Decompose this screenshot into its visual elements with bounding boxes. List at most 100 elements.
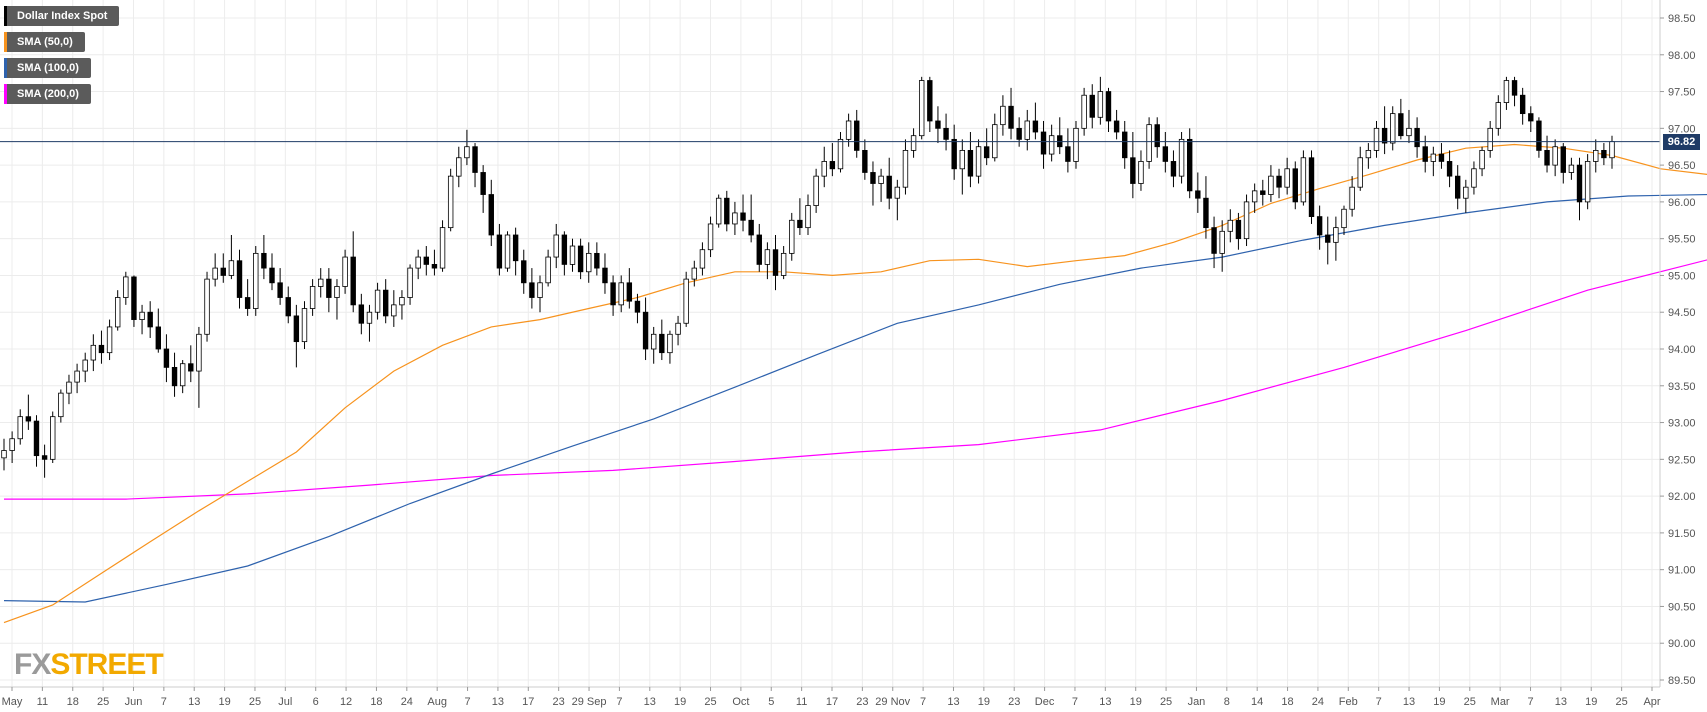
candle — [1032, 102, 1039, 140]
candle — [1048, 124, 1055, 162]
candle — [1341, 205, 1347, 235]
candle — [1560, 143, 1566, 184]
candle-body — [472, 146, 478, 173]
candle-body — [935, 120, 941, 129]
x-tick-label: 25 — [1616, 696, 1628, 708]
candle — [33, 415, 40, 467]
candle-body — [1089, 94, 1095, 118]
candle-body — [431, 264, 438, 269]
candle-body — [626, 282, 633, 302]
candle-body — [797, 219, 803, 229]
candle-body — [854, 120, 860, 151]
candle-body — [545, 256, 551, 284]
candle — [1235, 212, 1242, 250]
candle — [1122, 120, 1128, 169]
x-tick-label: 13 — [644, 696, 656, 708]
x-tick-label: Jun — [125, 696, 143, 708]
legend-label: SMA (100,0) — [17, 62, 79, 74]
legend-item-sma-50[interactable]: SMA (50,0) — [4, 32, 85, 52]
x-tick-label: 29 Nov — [875, 696, 910, 708]
candle-body — [74, 370, 80, 383]
candle — [496, 223, 503, 276]
candle-body — [1235, 219, 1242, 240]
candle — [301, 301, 308, 349]
candle — [1390, 106, 1396, 151]
candle — [1316, 205, 1323, 250]
candle — [1195, 172, 1201, 213]
candle — [577, 238, 584, 280]
candle-body — [683, 278, 689, 324]
candle-body — [496, 234, 503, 269]
candle-body — [1414, 127, 1420, 148]
candle-body — [983, 146, 990, 159]
candle-body — [1584, 161, 1591, 203]
candle-body — [1040, 131, 1047, 155]
candle — [196, 326, 202, 408]
x-tick-label: 14 — [1251, 696, 1263, 708]
candle-body — [1146, 124, 1152, 162]
candle — [975, 139, 982, 184]
candle — [1292, 161, 1298, 210]
x-tick-label: 25 — [1160, 696, 1172, 708]
candle-body — [870, 172, 876, 184]
candle — [740, 194, 746, 232]
candle-body — [1008, 105, 1014, 129]
candle-body — [106, 326, 113, 354]
candle-body — [1341, 208, 1347, 229]
sma-200-line — [4, 259, 1707, 500]
candle — [602, 253, 608, 294]
candle-body — [789, 219, 795, 254]
candle — [1203, 176, 1209, 239]
legend-item-sma-100[interactable]: SMA (100,0) — [4, 58, 91, 78]
candle-body — [1511, 80, 1518, 96]
candle — [683, 271, 689, 327]
candle-body — [415, 256, 421, 269]
candle — [1495, 95, 1502, 136]
x-tick-label: 7 — [1072, 696, 1078, 708]
candle-body — [1219, 230, 1225, 254]
candle — [1601, 143, 1607, 166]
candle — [179, 360, 186, 394]
candle — [707, 216, 714, 258]
candle-body — [1081, 94, 1087, 129]
candle-body — [594, 252, 600, 269]
candle-body — [862, 149, 868, 173]
candle-body — [1390, 113, 1396, 144]
candle — [366, 304, 373, 342]
y-tick-label: 93.00 — [1668, 418, 1696, 430]
candle-body — [569, 245, 576, 265]
candle-body — [512, 234, 519, 262]
candle-body — [179, 363, 186, 387]
candle-body — [561, 234, 568, 265]
candle — [342, 249, 348, 294]
candle — [318, 268, 324, 298]
candle — [253, 246, 259, 316]
candle — [764, 242, 771, 280]
candle-body — [1365, 149, 1372, 159]
candle-body — [293, 315, 300, 343]
x-tick-label: 7 — [1376, 696, 1382, 708]
candle — [382, 279, 389, 324]
x-tick-label: 13 — [188, 696, 200, 708]
x-tick-label: 23 — [1008, 696, 1020, 708]
candle-body — [1268, 175, 1274, 195]
candle-body — [9, 438, 15, 451]
candle — [415, 249, 421, 280]
candle-body — [1333, 227, 1339, 243]
candle-body — [488, 194, 494, 236]
candle-body — [1024, 120, 1030, 140]
candle-body — [805, 205, 811, 229]
candle-body — [171, 366, 178, 387]
x-tick-label: Apr — [1643, 696, 1660, 708]
legend-item-sma-200[interactable]: SMA (200,0) — [4, 84, 91, 104]
x-tick-label: 19 — [1433, 696, 1445, 708]
candle — [1528, 106, 1534, 133]
candle — [521, 249, 527, 294]
candle — [277, 268, 283, 305]
candle — [293, 304, 300, 368]
candle — [391, 290, 397, 327]
legend-item-dollar-index[interactable]: Dollar Index Spot — [4, 6, 120, 26]
x-tick-label: 7 — [920, 696, 926, 708]
candle-body — [374, 289, 381, 313]
y-tick-label: 92.00 — [1668, 491, 1696, 503]
